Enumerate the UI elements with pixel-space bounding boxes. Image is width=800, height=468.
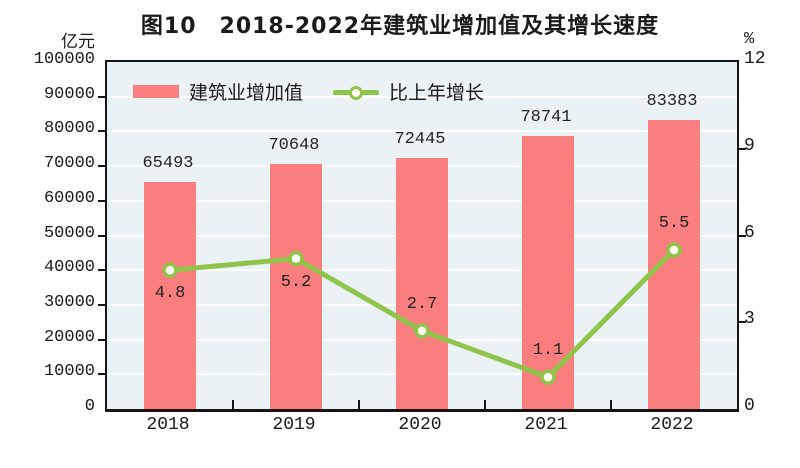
legend-item-line: 比上年增长 [333,78,484,105]
right-axis-tick [739,234,746,237]
line-series [162,242,682,385]
gridline [107,95,737,98]
left-axis-tick [98,303,105,306]
bar-value-label: 83383 [646,91,698,111]
line-marker [162,262,178,278]
right-axis-tick [739,147,746,150]
x-axis-category-label: 2018 [146,415,190,435]
bar [396,157,448,409]
left-axis-tick-label: 10000 [43,362,95,382]
left-axis-unit-label: 亿元 [61,32,95,52]
left-axis-tick-label: 40000 [43,258,95,278]
left-axis-tick-label: 60000 [43,188,95,208]
rate-value-label: 5.2 [280,272,312,292]
line-swatch-icon [333,85,380,100]
x-axis-category-label: 2020 [398,415,442,435]
left-axis-tick [98,373,105,376]
rate-value-label: 4.8 [154,284,186,304]
bar-value-label: 65493 [142,153,194,173]
left-axis-tick [98,234,105,237]
left-axis-tick-label: 50000 [43,223,95,243]
legend-line-label: 比上年增长 [389,82,485,104]
x-axis-category-label: 2022 [650,415,694,435]
line-marker [666,242,682,258]
left-axis-tick [98,269,105,272]
bottom-axis-tick [232,400,234,409]
left-axis-tick-label: 30000 [43,292,95,312]
left-axis-tick-label: 0 [84,397,95,416]
bar-value-label: 70648 [268,135,320,155]
bottom-axis-tick [610,400,612,409]
bar-swatch-icon [133,85,179,98]
right-axis-tick-label: 0 [744,396,755,416]
right-axis-tick-label: 3 [744,309,755,330]
bar [144,181,196,409]
left-axis-tick-label: 90000 [43,84,95,104]
bar-value-label: 72445 [394,129,446,149]
bottom-axis-tick [484,400,486,409]
left-axis-tick-label: 70000 [43,154,95,174]
left-axis-tick-label: 100000 [33,50,95,69]
legend: 建筑业增加值 比上年增长 [133,78,484,105]
right-axis-tick-label: 9 [744,135,755,156]
bar [270,163,322,409]
line-marker [414,323,430,339]
left-axis-tick [98,130,105,133]
legend-bar-label: 建筑业增加值 [189,82,304,104]
bar [522,135,574,409]
right-axis-tick-label: 12 [744,49,766,69]
left-axis-tick [98,338,105,341]
x-axis-category-label: 2021 [524,415,568,435]
left-axis-tick-label: 20000 [43,327,95,347]
rate-value-label: 5.5 [658,213,690,233]
gridline [107,130,737,133]
x-axis-category-label: 2019 [272,415,316,435]
plot-area: 4.8 5.2 2.7 1.1 5.5 建筑业增加值 比上年增长 [98,60,746,412]
chart-title: 图10 2018-2022年建筑业增加值及其增长速度 [140,14,660,39]
line-marker [288,250,304,267]
left-axis-tick [98,165,105,168]
bottom-axis-tick [358,400,360,409]
right-axis-tick-label: 6 [744,222,755,243]
left-axis-tick-label: 80000 [43,119,95,139]
left-axis-tick [98,199,105,202]
legend-item-bar: 建筑业增加值 [133,78,303,105]
left-axis-tick [98,95,105,98]
line-marker [540,369,556,385]
rate-value-label: 1.1 [532,341,564,361]
rate-value-label: 2.7 [406,294,438,314]
right-axis-unit-label: % [744,30,755,49]
right-axis-tick [739,321,746,324]
bar-value-label: 78741 [520,107,572,127]
